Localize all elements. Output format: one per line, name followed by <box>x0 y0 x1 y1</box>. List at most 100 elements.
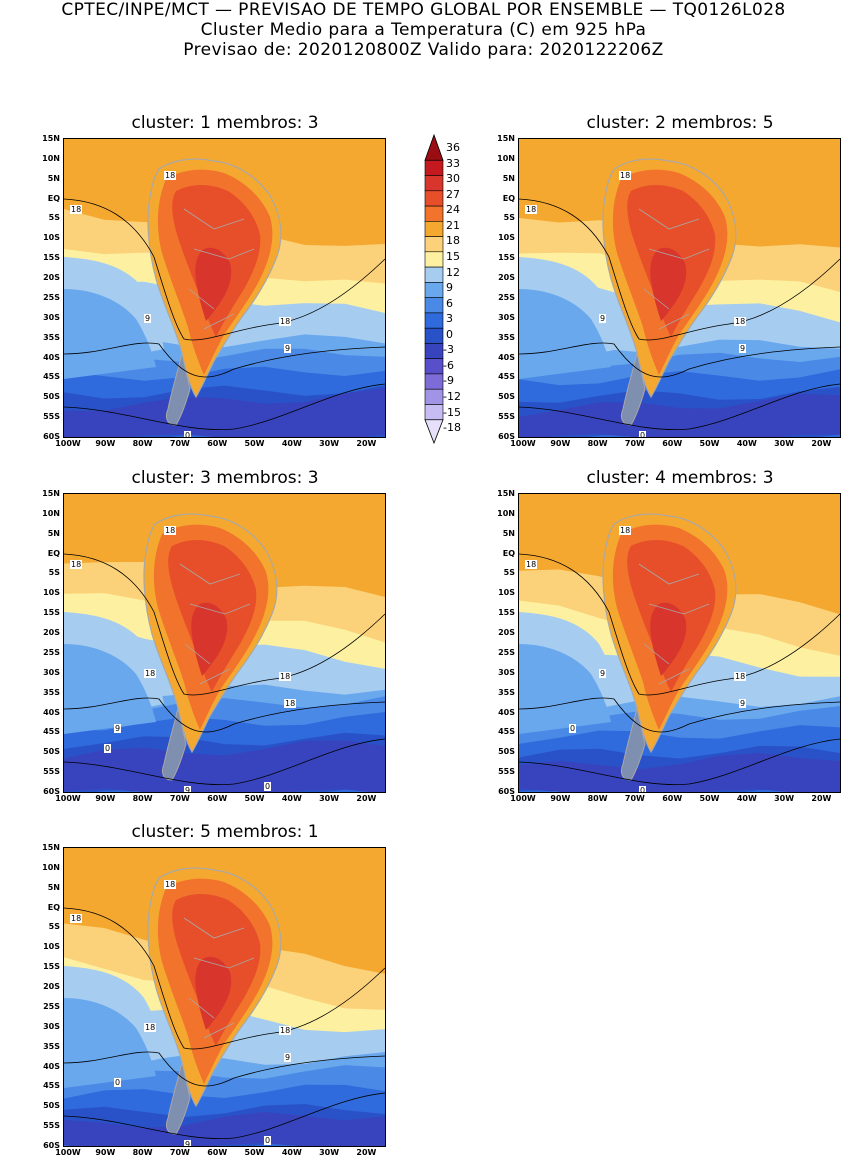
contour-label: 18 <box>525 560 538 569</box>
longitude-label: 100W <box>55 794 81 803</box>
colorbar-label: -6 <box>443 358 454 372</box>
longitude-label: 70W <box>169 439 190 448</box>
colorbar-label: 9 <box>446 281 453 295</box>
patagonia <box>161 707 187 781</box>
latitude-label: 35S <box>498 332 515 342</box>
latitude-label: 15N <box>497 489 515 498</box>
colorbar-label: 0 <box>446 327 453 341</box>
latitude-label: 20S <box>498 628 515 638</box>
contour-label: 18 <box>164 880 177 889</box>
latitude-label: 20S <box>43 273 60 283</box>
latitude-label: 25S <box>43 647 60 657</box>
latitude-label: 15S <box>498 253 515 263</box>
colorbar-swatch <box>424 343 444 359</box>
latitude-label: 50S <box>498 747 515 757</box>
colorbar-label: 30 <box>446 172 460 186</box>
latitude-label: 10S <box>43 233 60 243</box>
longitude-label: 30W <box>319 794 340 803</box>
longitude-label: 20W <box>356 1148 377 1157</box>
map-field <box>64 139 385 437</box>
colorbar-label: 21 <box>446 218 460 232</box>
contour-label: 9 <box>144 314 152 323</box>
contour-label: 18 <box>619 526 632 535</box>
colorbar-scale <box>424 133 444 445</box>
contour-label: 18 <box>279 317 292 326</box>
contour-label: 9 <box>284 1053 292 1062</box>
latitude-label: 45S <box>498 727 515 737</box>
contour-label: 9 <box>599 314 607 323</box>
latitude-label: 5S <box>503 568 515 578</box>
latitude-label: 5S <box>503 213 515 223</box>
pacific-cold-area <box>64 998 156 1088</box>
contour-label: 0 <box>184 431 192 438</box>
latitude-label: 35S <box>498 687 515 697</box>
longitude-label: 40W <box>736 794 757 803</box>
temperature-map: 18 18 18 18 18 9 9 0 0 <box>63 493 386 793</box>
latitude-label: 15S <box>43 253 60 263</box>
contour-label: 18 <box>70 914 83 923</box>
latitude-label: 5S <box>48 922 60 932</box>
contour-label: 9 <box>739 699 747 708</box>
colorbar-label: 15 <box>446 249 460 263</box>
longitude-label: 70W <box>169 794 190 803</box>
latitude-label: 15N <box>42 489 60 498</box>
colorbar-label: 33 <box>446 156 460 170</box>
longitude-label: 20W <box>811 794 832 803</box>
panel-title: cluster: 2 membros: 5 <box>586 113 774 133</box>
latitude-label: 40S <box>43 1061 60 1071</box>
temperature-band <box>64 740 385 792</box>
longitude-label: 30W <box>319 1148 340 1157</box>
latitude-label: 5N <box>502 173 515 183</box>
longitude-label: 90W <box>550 794 571 803</box>
contour-label: 18 <box>70 560 83 569</box>
panel-title: cluster: 4 membros: 3 <box>586 468 774 488</box>
colorbar-swatch <box>424 133 444 161</box>
latitude-label: 30S <box>498 667 515 677</box>
colorbar-swatch <box>424 190 444 207</box>
contour-label: 18 <box>619 171 632 180</box>
contour-9 <box>64 697 385 733</box>
latitude-label: 40S <box>498 707 515 717</box>
latitude-label: 55S <box>498 412 515 422</box>
latitude-label: 30S <box>43 1021 60 1031</box>
latitude-label: 25S <box>498 647 515 657</box>
colorbar-label: -15 <box>443 405 461 419</box>
colorbar-swatch <box>424 205 444 222</box>
patagonia <box>620 352 646 426</box>
temperature-band <box>519 753 840 792</box>
patagonia <box>620 707 646 781</box>
contour-label: 0 <box>104 744 112 753</box>
colorbar-swatch <box>424 159 444 176</box>
latitude-label: 50S <box>43 1101 60 1111</box>
longitude-label: 60W <box>662 794 683 803</box>
header-line-1: CPTEC/INPE/MCT — PREVISAO DE TEMPO GLOBA… <box>61 0 786 20</box>
longitude-label: 50W <box>244 1148 265 1157</box>
map-field <box>64 848 385 1146</box>
latitude-label: 30S <box>43 667 60 677</box>
longitude-label: 80W <box>132 439 153 448</box>
contour-label: 18 <box>279 672 292 681</box>
latitude-label: 10N <box>42 153 60 163</box>
header-line-2: Cluster Medio para a Temperatura (C) em … <box>200 20 647 40</box>
temperature-map: 18 18 18 9 9 0 <box>518 138 841 438</box>
temperature-band <box>64 388 385 437</box>
contour-label: 18 <box>144 1023 157 1032</box>
longitude-label: 40W <box>281 1148 302 1157</box>
contour-label: 0 <box>264 782 272 791</box>
temperature-map: 18 18 18 9 9 0 <box>63 138 386 438</box>
latitude-label: 45S <box>498 372 515 382</box>
panel-title: cluster: 1 membros: 3 <box>131 113 319 133</box>
colorbar-swatch <box>424 221 444 237</box>
latitude-label: 40S <box>43 707 60 717</box>
latitude-label: 35S <box>43 1041 60 1051</box>
temperature-map: 18 18 18 18 9 9 0 0 <box>63 847 386 1147</box>
colorbar-swatch <box>424 388 444 405</box>
colorbar-label: 3 <box>446 312 453 326</box>
longitude-label: 90W <box>95 439 116 448</box>
longitude-label: 70W <box>624 794 645 803</box>
patagonia <box>165 1061 191 1135</box>
contour-label: 0 <box>114 1078 122 1087</box>
contour-0 <box>519 738 840 786</box>
colorbar-label: -9 <box>443 374 454 388</box>
colorbar-swatch <box>424 266 444 283</box>
